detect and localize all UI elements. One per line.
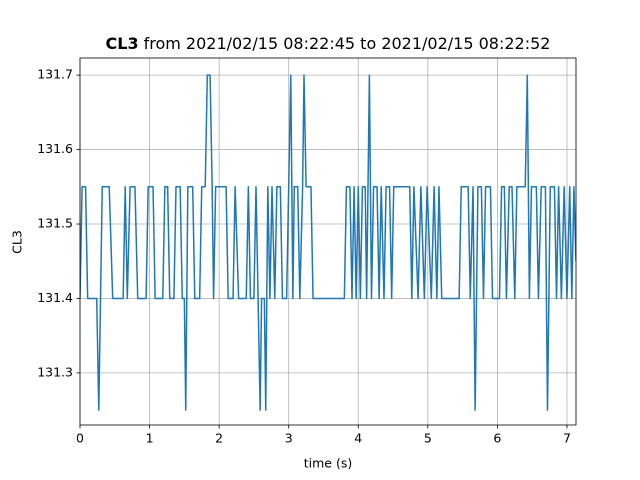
x-tick-label: 1 — [146, 431, 154, 446]
x-tick-label: 3 — [285, 431, 293, 446]
chart-title: CL3 from 2021/02/15 08:22:45 to 2021/02/1… — [106, 34, 551, 53]
x-tick-label: 4 — [354, 431, 362, 446]
y-axis-label: CL3 — [10, 230, 25, 254]
title-text: from 2021/02/15 08:22:45 to 2021/02/15 0… — [144, 34, 551, 53]
x-tick-label: 6 — [493, 431, 501, 446]
title-name: CL3 — [106, 34, 139, 53]
y-tick-label: 131.7 — [37, 67, 73, 82]
x-tick-label: 2 — [215, 431, 223, 446]
x-tick-label: 5 — [424, 431, 432, 446]
x-tick-label: 7 — [563, 431, 571, 446]
y-tick-label: 131.5 — [37, 216, 73, 231]
plot-frame — [79, 57, 577, 426]
data-line — [80, 74, 576, 411]
y-tick-label: 131.6 — [37, 141, 73, 156]
y-tick-label: 131.3 — [37, 364, 73, 379]
x-axis-label: time (s) — [304, 456, 352, 471]
x-tick-label: 0 — [76, 431, 84, 446]
y-tick-label: 131.4 — [37, 290, 73, 305]
